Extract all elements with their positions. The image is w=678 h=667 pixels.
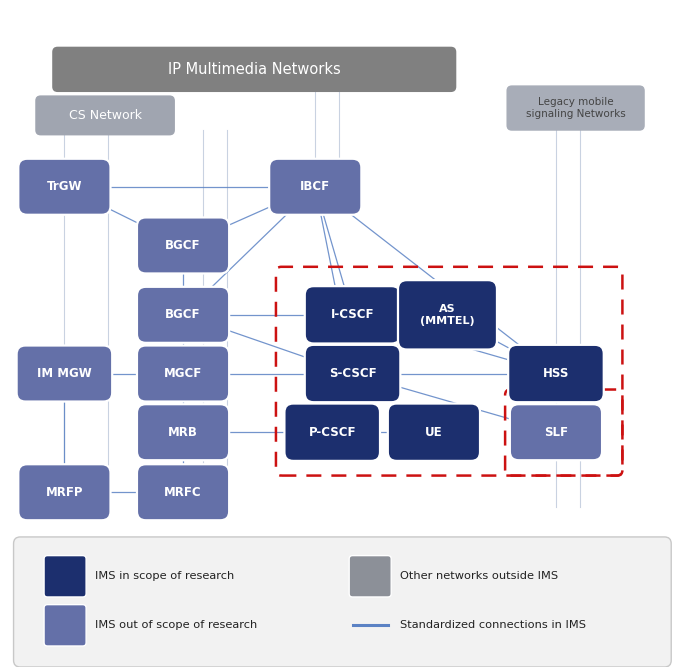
Text: AS
(MMTEL): AS (MMTEL) xyxy=(420,304,475,325)
Text: IBCF: IBCF xyxy=(300,180,330,193)
Text: BGCF: BGCF xyxy=(165,239,201,252)
FancyBboxPatch shape xyxy=(269,159,361,215)
FancyBboxPatch shape xyxy=(14,537,671,667)
FancyBboxPatch shape xyxy=(305,345,400,402)
Text: IMS in scope of research: IMS in scope of research xyxy=(95,572,234,581)
FancyBboxPatch shape xyxy=(137,464,229,520)
Text: Legacy mobile
signaling Networks: Legacy mobile signaling Networks xyxy=(525,97,626,119)
FancyBboxPatch shape xyxy=(506,85,645,131)
Text: IM MGW: IM MGW xyxy=(37,367,92,380)
FancyBboxPatch shape xyxy=(44,604,86,646)
FancyBboxPatch shape xyxy=(52,47,456,92)
Text: MRB: MRB xyxy=(168,426,198,439)
FancyBboxPatch shape xyxy=(18,464,111,520)
Text: MRFC: MRFC xyxy=(164,486,202,499)
Text: S-CSCF: S-CSCF xyxy=(329,367,376,380)
FancyBboxPatch shape xyxy=(137,217,229,273)
Text: MGCF: MGCF xyxy=(164,367,202,380)
FancyBboxPatch shape xyxy=(35,95,175,135)
Text: SLF: SLF xyxy=(544,426,568,439)
FancyBboxPatch shape xyxy=(510,404,602,460)
Text: P-CSCF: P-CSCF xyxy=(308,426,356,439)
FancyBboxPatch shape xyxy=(18,159,111,215)
Text: Standardized connections in IMS: Standardized connections in IMS xyxy=(400,620,586,630)
FancyBboxPatch shape xyxy=(388,404,480,461)
Text: BGCF: BGCF xyxy=(165,308,201,321)
Text: HSS: HSS xyxy=(543,367,569,380)
Text: MRFP: MRFP xyxy=(45,486,83,499)
Text: IP Multimedia Networks: IP Multimedia Networks xyxy=(168,62,340,77)
FancyBboxPatch shape xyxy=(398,280,497,350)
Text: Other networks outside IMS: Other networks outside IMS xyxy=(400,572,558,581)
FancyBboxPatch shape xyxy=(508,345,603,402)
FancyBboxPatch shape xyxy=(137,287,229,343)
FancyBboxPatch shape xyxy=(305,286,400,344)
FancyBboxPatch shape xyxy=(285,404,380,461)
Text: UE: UE xyxy=(425,426,443,439)
FancyBboxPatch shape xyxy=(137,404,229,460)
FancyBboxPatch shape xyxy=(349,556,391,597)
FancyBboxPatch shape xyxy=(44,556,86,597)
Text: CS Network: CS Network xyxy=(68,109,142,122)
FancyBboxPatch shape xyxy=(16,346,113,402)
Text: IMS out of scope of research: IMS out of scope of research xyxy=(95,620,257,630)
Text: TrGW: TrGW xyxy=(47,180,82,193)
Text: I-CSCF: I-CSCF xyxy=(331,308,374,321)
FancyBboxPatch shape xyxy=(137,346,229,402)
